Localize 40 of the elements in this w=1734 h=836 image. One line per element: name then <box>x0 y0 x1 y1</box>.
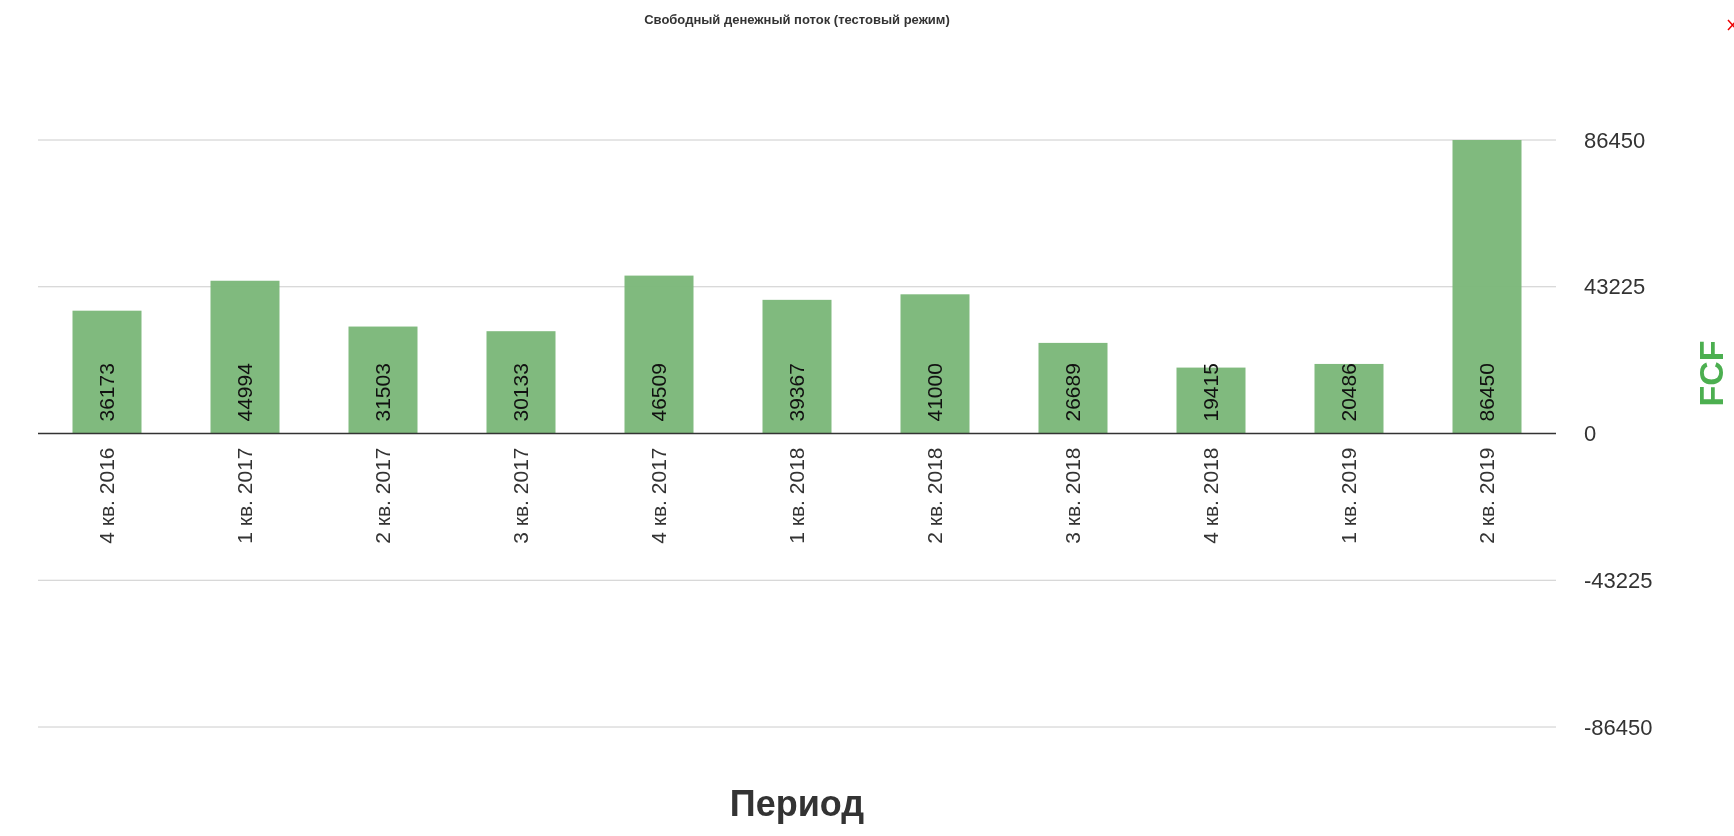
data-label: 46509 <box>647 363 671 422</box>
x-tick-label: 3 кв. 2018 <box>1061 447 1085 544</box>
x-tick-label: 4 кв. 2017 <box>647 447 671 544</box>
data-label: 26689 <box>1061 363 1085 422</box>
bar <box>624 275 694 434</box>
data-label: 41000 <box>923 363 947 422</box>
bar <box>1452 140 1522 434</box>
data-label: 86450 <box>1475 363 1499 422</box>
y-tick-label: -86450 <box>1584 714 1653 740</box>
x-tick-label: 1 кв. 2019 <box>1337 447 1361 544</box>
bar <box>210 280 280 434</box>
chart-title: Свободный денежный поток (тестовый режим) <box>644 12 950 27</box>
y-axis-title: FCF <box>1691 340 1730 407</box>
x-tick-label: 2 кв. 2017 <box>371 447 395 544</box>
y-tick-label: 0 <box>1584 421 1597 447</box>
bar <box>1038 342 1108 434</box>
bar <box>900 294 970 434</box>
data-label: 31503 <box>371 363 395 422</box>
y-tick-label: -43225 <box>1584 567 1653 593</box>
y-tick-label: 43225 <box>1584 274 1646 300</box>
data-label: 36173 <box>95 363 119 422</box>
data-label: 44994 <box>233 362 257 422</box>
x-tick-label: 4 кв. 2018 <box>1199 447 1223 544</box>
data-label: 19415 <box>1199 363 1223 422</box>
x-tick-label: 1 кв. 2018 <box>785 447 809 544</box>
x-tick-label: 3 кв. 2017 <box>509 447 533 544</box>
x-axis-title: Период <box>729 783 865 824</box>
bar <box>486 331 556 434</box>
bar <box>348 326 418 434</box>
bar <box>762 299 832 434</box>
x-tick-label: 2 кв. 2018 <box>923 447 947 544</box>
x-tick-label: 2 кв. 2019 <box>1475 447 1499 544</box>
bar <box>72 310 142 434</box>
bar <box>1314 363 1384 434</box>
data-label: 39367 <box>785 363 809 422</box>
data-label: 30133 <box>509 363 533 422</box>
y-tick-label: 86450 <box>1584 127 1646 153</box>
x-tick-label: 4 кв. 2016 <box>95 447 119 544</box>
data-label: 20486 <box>1337 363 1361 422</box>
x-tick-label: 1 кв. 2017 <box>233 447 257 544</box>
